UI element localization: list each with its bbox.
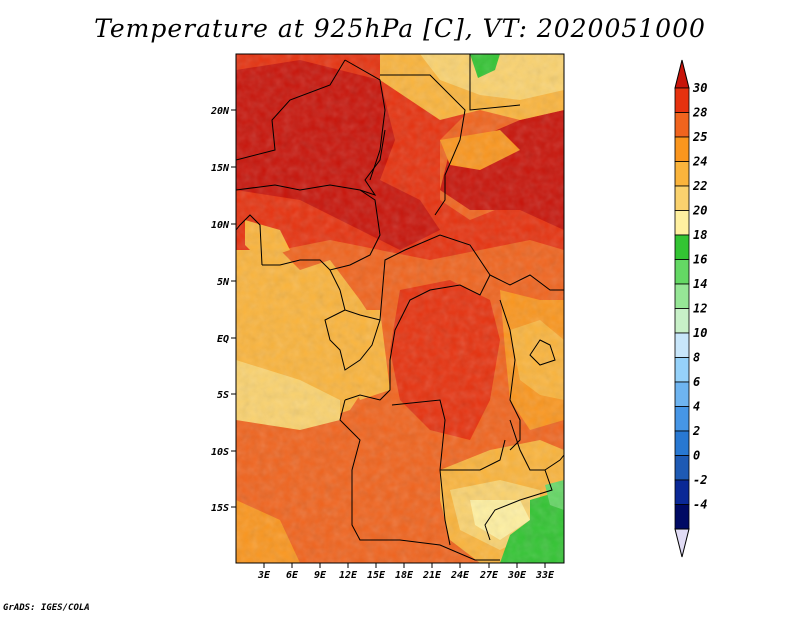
- x-axis-labels: 3E 6E 9E 12E 15E 18E 21E 24E 27E 30E 33E: [257, 570, 555, 581]
- colorbar-label: 22: [692, 179, 707, 193]
- chart-title: Temperature at 925hPa [C], VT: 202005100…: [94, 14, 706, 43]
- colorbar-label: 20: [692, 204, 707, 218]
- y-tick-label: 10N: [211, 220, 230, 231]
- colorbar-label: -4: [693, 498, 707, 512]
- colorbar-swatch: [674, 87, 690, 113]
- x-tick-label: 30E: [507, 570, 527, 581]
- colorbar-label: 14: [693, 277, 707, 291]
- y-tick-label: 20N: [210, 106, 230, 117]
- y-tick-label: 15N: [211, 163, 230, 174]
- y-tick-label: 15S: [211, 503, 229, 514]
- colorbar-swatch: [674, 381, 690, 407]
- temperature-field: [236, 54, 564, 563]
- colorbar-label: 8: [693, 351, 700, 365]
- credit-text: GrADS: IGES/COLA: [3, 603, 90, 613]
- colorbar-label: 6: [693, 375, 700, 389]
- colorbar-swatch: [674, 357, 690, 383]
- colorbar-label: 2: [692, 424, 700, 438]
- y-tick-label: EQ: [217, 334, 229, 345]
- colorbar-label: 16: [693, 253, 707, 267]
- map-frame: [235, 53, 565, 564]
- colorbar-bottom-triangle: [674, 528, 690, 558]
- colorbar-label: 30: [692, 81, 707, 95]
- x-tick-label: 24E: [450, 570, 470, 581]
- colorbar-label: 10: [693, 326, 707, 340]
- colorbar-label: 24: [692, 155, 707, 169]
- colorbar-swatch: [674, 185, 690, 211]
- colorbar-label: 4: [693, 400, 700, 414]
- colorbar-swatch: [674, 455, 690, 481]
- colorbar-label: 28: [692, 106, 707, 120]
- x-tick-label: 3E: [257, 570, 271, 581]
- y-tick-label: 5S: [217, 390, 229, 401]
- axis-ticks: [231, 109, 546, 568]
- colorbar-swatch: [674, 308, 690, 334]
- colorbar-swatch: [674, 112, 690, 138]
- colorbar-swatch: [674, 259, 690, 285]
- x-tick-label: 27E: [479, 570, 499, 581]
- country-borders: [236, 54, 564, 561]
- colorbar-label: -2: [693, 473, 707, 487]
- colorbar-swatch: [674, 332, 690, 358]
- colorbar-label: 0: [693, 449, 700, 463]
- colorbar-swatch: [674, 406, 690, 432]
- colorbar-swatch: [674, 234, 690, 260]
- colorbar-label: 12: [693, 302, 707, 316]
- colorbar-top-triangle: [674, 59, 690, 89]
- colorbar-swatch: [674, 161, 690, 187]
- colorbar-swatch: [674, 136, 690, 162]
- y-tick-label: 10S: [211, 447, 229, 458]
- colorbar-swatches: [674, 59, 690, 558]
- x-tick-label: 15E: [367, 570, 386, 581]
- x-tick-label: 6E: [286, 570, 299, 581]
- colorbar-label: 25: [692, 130, 707, 144]
- x-tick-label: 12E: [339, 570, 358, 581]
- colorbar-swatch: [674, 283, 690, 309]
- x-tick-label: 33E: [535, 570, 555, 581]
- colorbar-swatch: [674, 210, 690, 236]
- colorbar-label: 18: [693, 228, 707, 242]
- x-tick-label: 9E: [314, 570, 327, 581]
- x-tick-label: 18E: [395, 570, 414, 581]
- y-tick-label: 5N: [217, 277, 230, 288]
- colorbar-swatch: [674, 430, 690, 456]
- colorbar-swatch: [674, 479, 690, 505]
- y-axis-labels: 20N 15N 10N 5N EQ 5S 10S 15S: [210, 106, 230, 514]
- x-tick-label: 21E: [422, 570, 442, 581]
- colorbar-swatch: [674, 504, 690, 530]
